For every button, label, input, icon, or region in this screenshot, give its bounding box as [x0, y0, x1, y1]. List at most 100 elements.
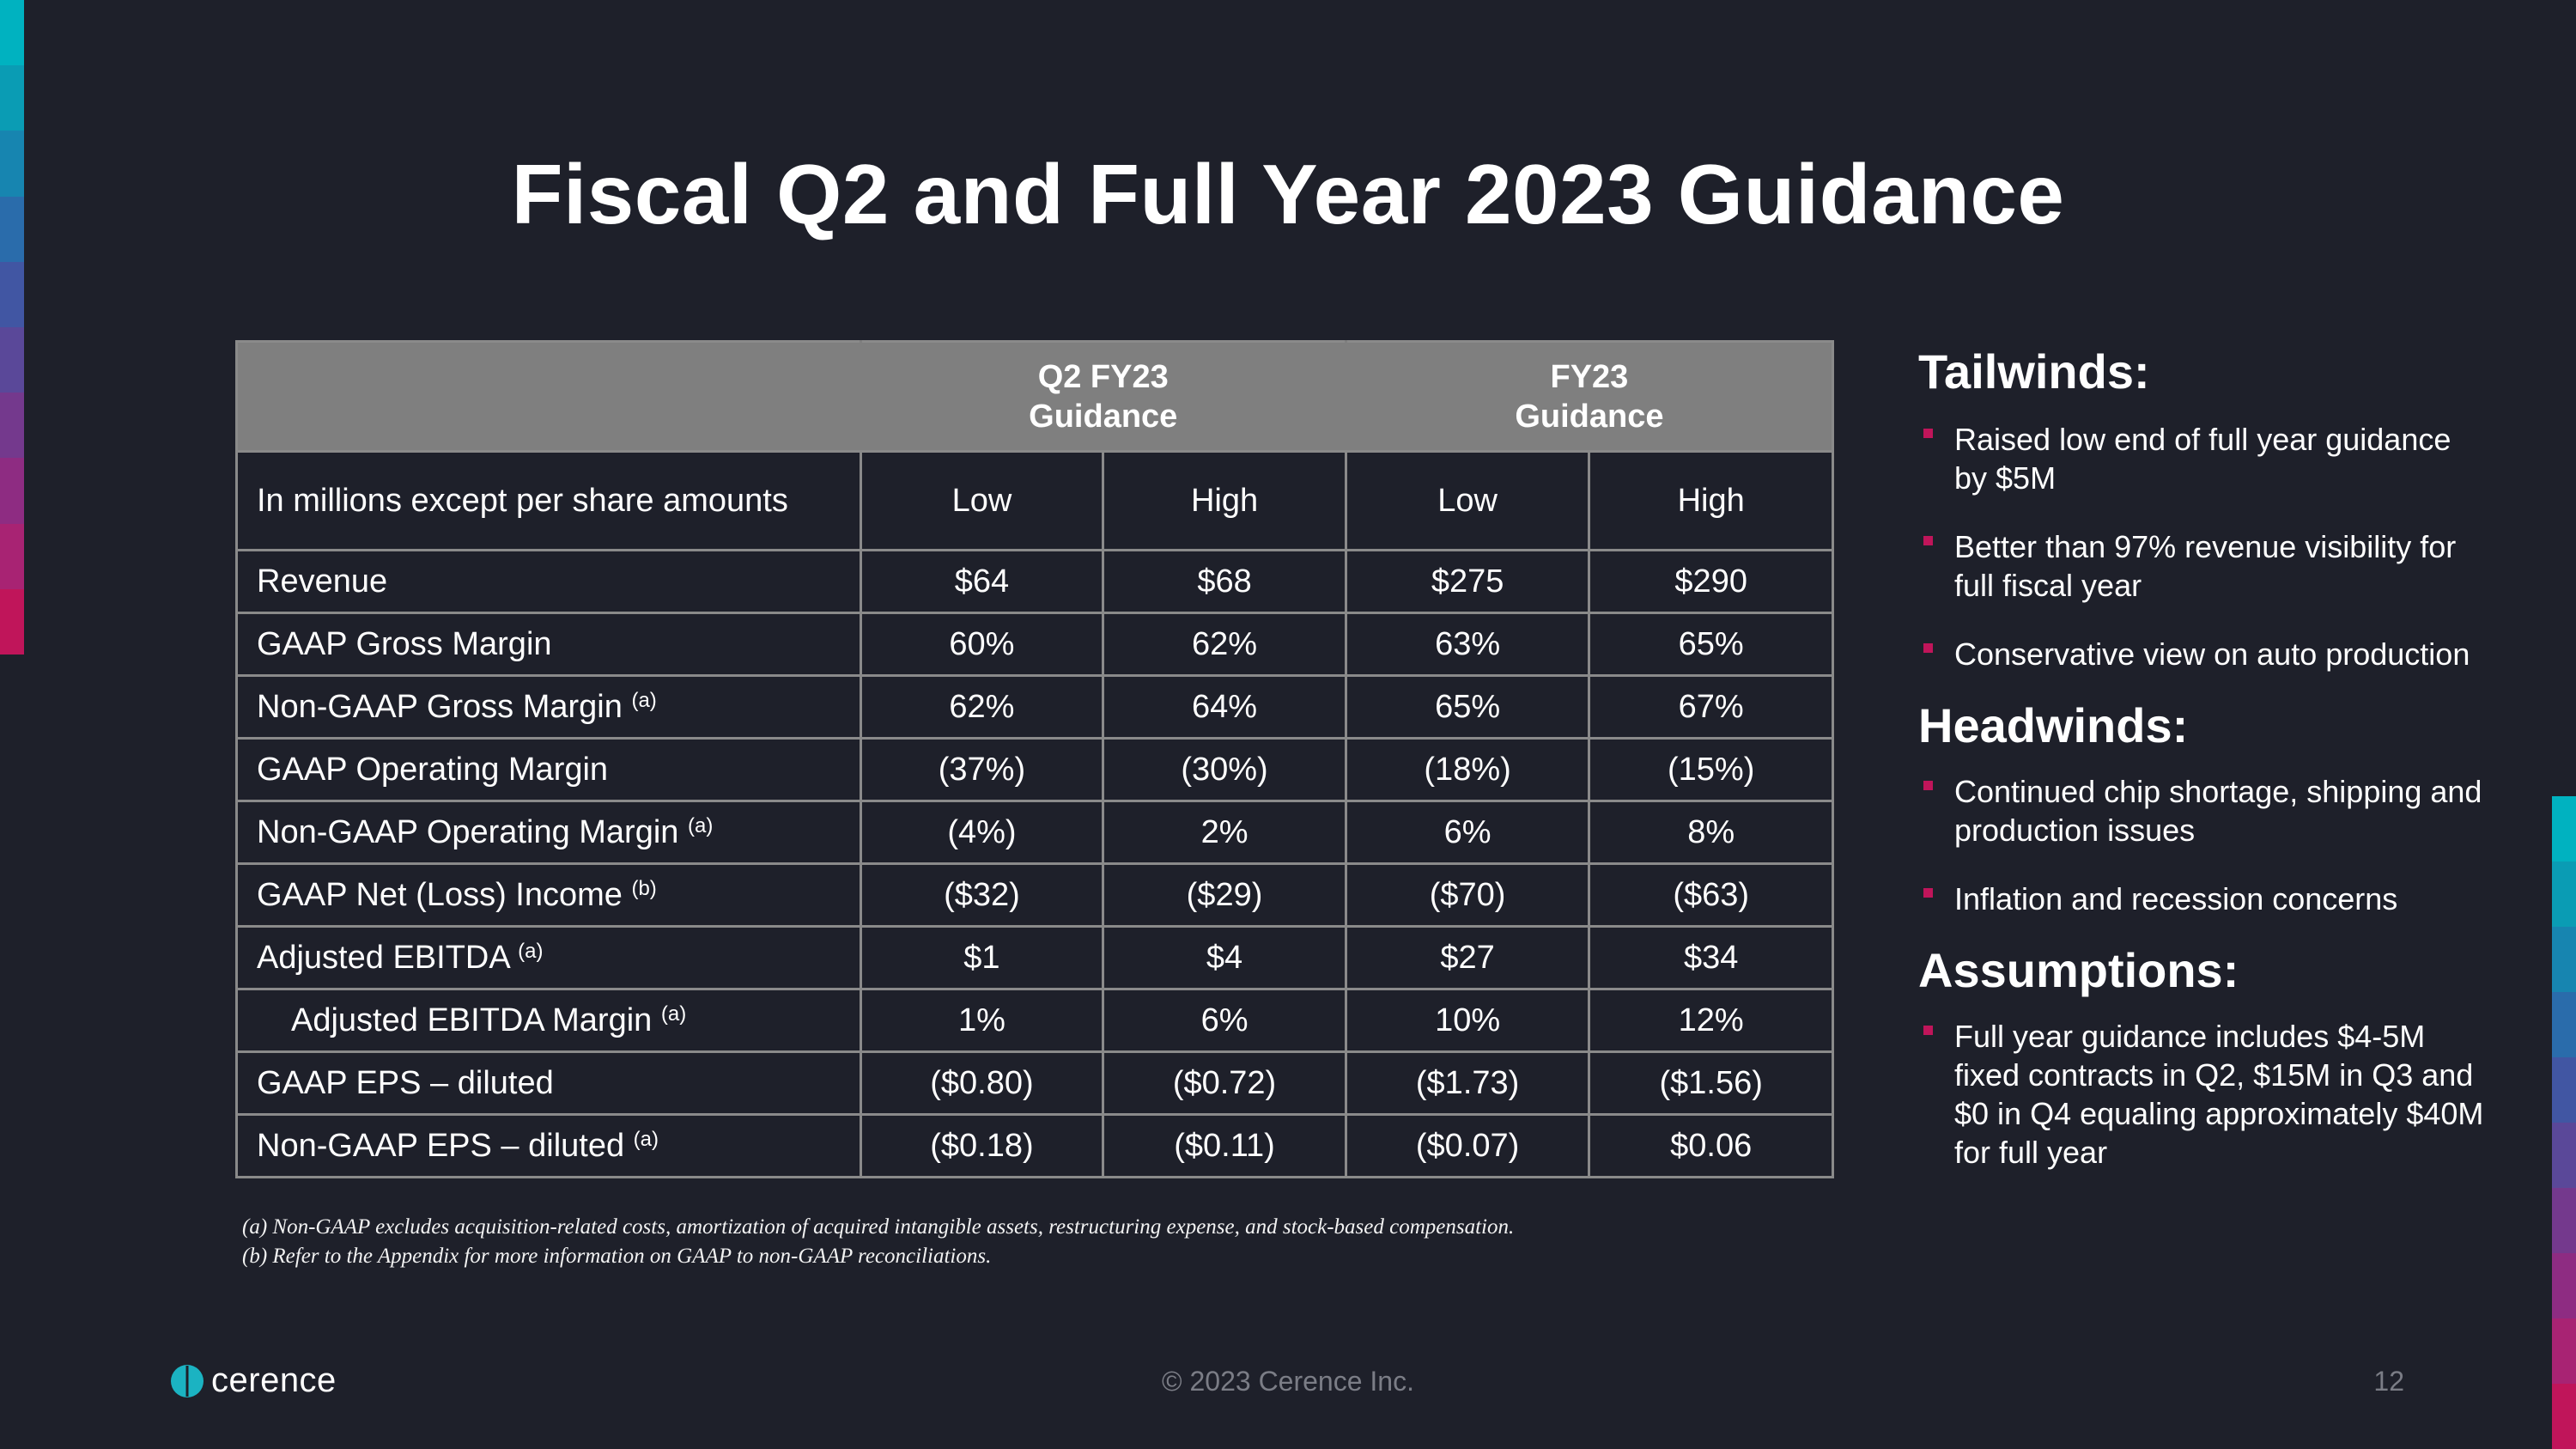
footnote-marker: (a)	[631, 688, 657, 712]
right-accent-bar	[2552, 796, 2576, 1449]
accent-segment	[2552, 1253, 2576, 1318]
row-label: Non-GAAP EPS – diluted (a)	[235, 1113, 862, 1178]
row-label-text: Adjusted EBITDA Margin	[291, 1002, 653, 1038]
row-label-text: Non-GAAP Gross Margin	[257, 688, 623, 725]
table-row: Non-GAAP Gross Margin (a) 62% 64% 65% 67%	[235, 674, 1834, 740]
accent-segment	[0, 65, 24, 131]
table-cell: ($0.07)	[1344, 1113, 1591, 1178]
list-item-text: Full year guidance includes $4-5M fixed …	[1954, 1019, 2484, 1170]
table-row: GAAP EPS – diluted ($0.80) ($0.72) ($1.73)(…	[235, 1050, 1834, 1116]
row-label: GAAP Net (Loss) Income (b)	[235, 862, 862, 928]
row-label-text: GAAP Net (Loss) Income	[257, 876, 623, 913]
copyright-text: © 2023 Cerence Inc.	[1162, 1366, 1414, 1397]
accent-segment	[2552, 927, 2576, 992]
row-label: GAAP Gross Margin	[235, 612, 862, 677]
footnote-b: (b) Refer to the Appendix for more infor…	[242, 1245, 992, 1268]
bullet-icon	[1923, 643, 1933, 653]
list-item: Better than 97% revenue visibility for f…	[1918, 527, 2485, 605]
table-cell: ($0.18)	[859, 1113, 1105, 1178]
row-label-text: Non-GAAP EPS – diluted	[257, 1127, 625, 1164]
table-subheader-row: In millions except per share amounts Low…	[235, 450, 1834, 551]
list-item-text: Raised low end of full year guidance by …	[1954, 422, 2451, 496]
cerence-logo-icon	[171, 1364, 204, 1397]
accent-segment	[2552, 861, 2576, 927]
table-row: GAAP Operating Margin (37%) (30%) (18%) (15%…	[235, 737, 1834, 802]
table-cell: 63%	[1344, 612, 1591, 677]
guidance-table: Q2 FY23 Guidance FY23 Guidance In millio…	[235, 340, 1835, 1178]
accent-segment	[2552, 1318, 2576, 1384]
list-item: Continued chip shortage, shipping and pr…	[1918, 772, 2485, 849]
accent-segment	[2552, 1188, 2576, 1253]
footnote-marker: (a)	[687, 813, 714, 837]
row-label-text: GAAP Operating Margin	[257, 751, 609, 788]
footnote-marker: (a)	[633, 1127, 659, 1151]
table-row: Revenue $64 $68 $275 $290	[235, 549, 1834, 614]
list-item-text: Inflation and recession concerns	[1954, 881, 2398, 916]
list-item: Conservative view on auto production	[1918, 635, 2485, 673]
table-cell: $290	[1588, 549, 1834, 614]
page-number: 12	[2373, 1366, 2404, 1397]
accent-segment	[2552, 1384, 2576, 1449]
assumptions-heading: Assumptions:	[1918, 943, 2239, 997]
header-line: Guidance	[1029, 398, 1178, 435]
table-cell: $0.06	[1588, 1113, 1834, 1178]
footnotes: (a) Non-GAAP excludes acquisition-relate…	[242, 1213, 1514, 1271]
table-cell: $68	[1102, 549, 1347, 614]
accent-segment	[0, 588, 24, 654]
sidebar-commentary: Tailwinds: Raised low end of full year g…	[1918, 344, 2485, 1172]
table-cell: 64%	[1102, 674, 1347, 740]
table-group-header-row: Q2 FY23 Guidance FY23 Guidance	[235, 340, 1835, 453]
assumptions-list: Full year guidance includes $4-5M fixed …	[1918, 1017, 2485, 1172]
header-line: Q2 FY23	[1037, 358, 1169, 395]
bullet-icon	[1923, 781, 1933, 790]
accent-segment	[0, 326, 24, 393]
table-cell: 12%	[1588, 988, 1834, 1053]
header-line: FY23	[1550, 358, 1629, 395]
bullet-icon	[1923, 429, 1933, 438]
accent-segment	[2552, 1057, 2576, 1123]
table-cell: 65%	[1344, 674, 1591, 740]
table-cell: $1	[859, 925, 1105, 990]
q2-high-column-header: High	[1102, 450, 1347, 551]
row-label-text: Non-GAAP Operating Margin	[257, 813, 679, 850]
row-label: GAAP Operating Margin	[235, 737, 862, 802]
slide-title: Fiscal Q2 and Full Year 2023 Guidance	[511, 147, 2065, 241]
table-cell: $34	[1588, 925, 1834, 990]
table-cell: ($70)	[1344, 862, 1591, 928]
row-label-text: GAAP Gross Margin	[257, 625, 552, 662]
tailwinds-heading: Tailwinds:	[1918, 344, 2150, 399]
accent-segment	[2552, 1123, 2576, 1188]
accent-segment	[0, 393, 24, 459]
table-cell: 10%	[1344, 988, 1591, 1053]
fy-high-column-header: High	[1588, 450, 1834, 551]
accent-segment	[2552, 992, 2576, 1057]
table-cell: ($63)	[1588, 862, 1834, 928]
accent-segment	[0, 131, 24, 197]
bullet-icon	[1923, 888, 1933, 898]
table-cell: 62%	[859, 674, 1105, 740]
row-label: Non-GAAP Operating Margin (a)	[235, 800, 862, 865]
table-cell: ($0.80)	[859, 1050, 1105, 1116]
table-cell: 60%	[859, 612, 1105, 677]
table-cell: ($0.72)	[1102, 1050, 1347, 1116]
table-cell: 6%	[1344, 800, 1591, 865]
accent-segment	[0, 458, 24, 524]
table-cell: ($1.73)	[1344, 1050, 1591, 1116]
footnote-marker: (b)	[631, 876, 657, 900]
table-cell: (4%)	[859, 800, 1105, 865]
row-label: Non-GAAP Gross Margin (a)	[235, 674, 862, 740]
table-cell: 1%	[859, 988, 1105, 1053]
row-label: Adjusted EBITDA Margin (a)	[235, 988, 862, 1053]
table-row: Non-GAAP Operating Margin (a) (4%) 2% 6% 8%	[235, 800, 1834, 865]
row-label-text: GAAP EPS – diluted	[257, 1064, 554, 1101]
footnote-marker: (a)	[660, 1002, 687, 1026]
table-cell: $64	[859, 549, 1105, 614]
header-line: Guidance	[1515, 398, 1664, 435]
footnote-a: (a) Non-GAAP excludes acquisition-relate…	[242, 1215, 1515, 1239]
bullet-icon	[1923, 536, 1933, 545]
table-cell: (37%)	[859, 737, 1105, 802]
table-cell: ($1.56)	[1588, 1050, 1834, 1116]
accent-segment	[0, 0, 24, 66]
list-item-text: Continued chip shortage, shipping and pr…	[1954, 774, 2482, 848]
table-cell: 65%	[1588, 612, 1834, 677]
